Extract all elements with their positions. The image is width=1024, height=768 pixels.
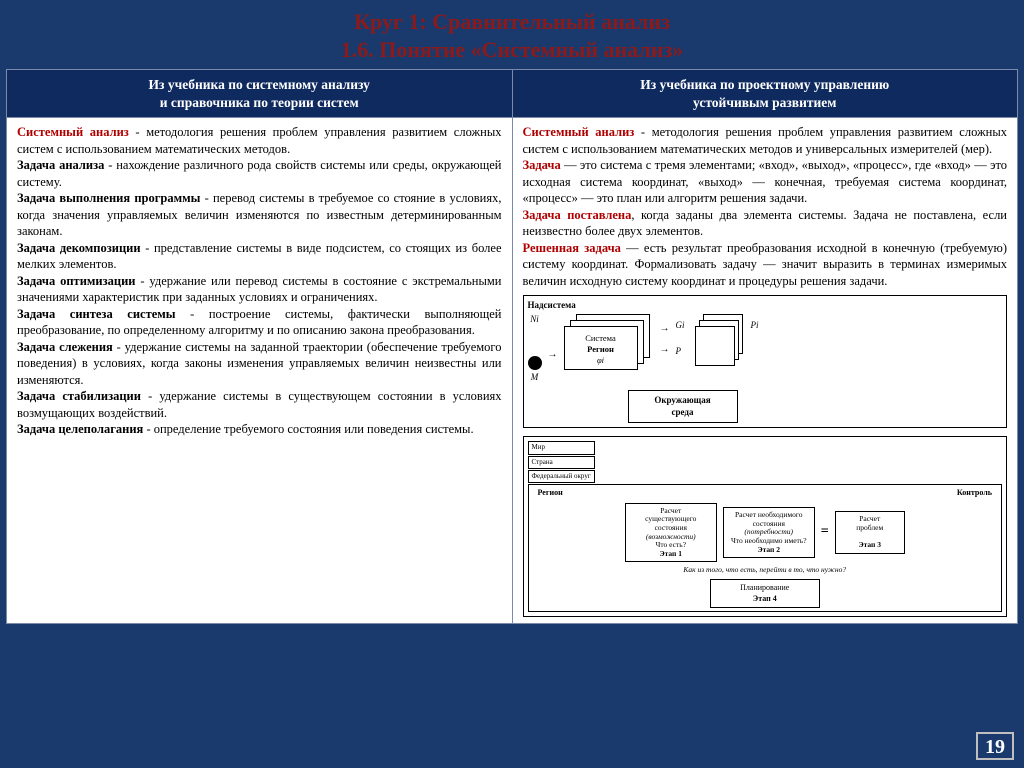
black-dot-icon [528, 356, 542, 370]
cell-left: Системный анализ - методология решения п… [7, 118, 513, 624]
title-line-1: Круг 1: Сравнительный анализ [0, 8, 1024, 36]
right-term-3: Задача поставлена [523, 208, 632, 222]
stage-1-box: Расчет существующего состояния (возможно… [625, 503, 717, 563]
diagram-stages: Мир Страна Федеральный округ Регион Конт… [523, 436, 1008, 617]
left-term-5: Задача оптимизации [17, 274, 136, 288]
right-term-1: Системный анализ [523, 125, 635, 139]
stage-4-box: Планирование Этап 4 [710, 579, 820, 608]
header-right-line1: Из учебника по проектному управлению [640, 77, 889, 92]
layer-okrug: Федеральный округ [528, 470, 595, 483]
left-term-2: Задача анализа [17, 158, 104, 172]
cell-right: Системный анализ - методология решения п… [512, 118, 1018, 624]
slide-title: Круг 1: Сравнительный анализ 1.6. Поняти… [0, 0, 1024, 69]
stage-3-box: Расчет проблем Этап 3 [835, 511, 905, 554]
arrow-icon: → [660, 343, 670, 356]
header-right: Из учебника по проектному управлению уст… [512, 70, 1018, 118]
kontrol-label: Контроль [957, 488, 992, 499]
diagram-supersystem: Надсистема Ni M → Система Регион [523, 295, 1008, 428]
header-right-line2: устойчивым развитием [693, 95, 836, 110]
env-l1: Окружающая [654, 395, 710, 405]
title-line-2: 1.6. Понятие «Системный анализ» [0, 36, 1024, 64]
layer-mir: Мир [528, 441, 595, 454]
ni-label: Ni [530, 314, 539, 326]
layer-stack: Мир Страна Федеральный округ [528, 441, 1003, 484]
header-left-line1: Из учебника по системному анализу [149, 77, 370, 92]
pi-label: Pi [751, 320, 759, 332]
p-label: P [676, 346, 685, 358]
arrow-right-icon: → [548, 348, 558, 361]
sys-l2: Регион [587, 344, 614, 354]
equals-icon: = [821, 523, 829, 541]
header-left: Из учебника по системному анализу и спра… [7, 70, 513, 118]
right-term-2: Задача [523, 158, 561, 172]
left-term-8: Задача стабилизации [17, 389, 141, 403]
left-text-9: - определение требуемого состояния или п… [143, 422, 473, 436]
gi-label: Gi [676, 320, 685, 332]
left-term-4: Задача декомпозиции [17, 241, 141, 255]
left-term-9: Задача целеполагания [17, 422, 143, 436]
arrow-icon: → [660, 322, 670, 335]
page-number: 19 [976, 732, 1014, 760]
right-term-4: Решенная задача [523, 241, 621, 255]
environment-box: Окружающая среда [628, 390, 738, 424]
header-left-line2: и справочника по теории систем [160, 95, 359, 110]
layer-strana: Страна [528, 456, 595, 469]
m-label: M [531, 372, 539, 384]
left-term-3: Задача выполнения программы [17, 191, 200, 205]
phi-label: φi [597, 355, 604, 365]
left-term-6: Задача синтеза системы [17, 307, 176, 321]
italic-question: Как из того, что есть, перейти в то, что… [532, 565, 999, 575]
right-stack [695, 314, 745, 372]
env-l2: среда [672, 407, 694, 417]
nad-label: Надсистема [528, 300, 1003, 312]
comparison-table: Из учебника по системному анализу и спра… [6, 69, 1018, 624]
right-text-2: — это система с тремя элементами; «вход»… [523, 158, 1008, 205]
stage-2-box: Расчет необходимого состояния (потребнос… [723, 507, 815, 558]
region-label: Регион [538, 488, 563, 499]
system-stack: Система Регион φi [564, 314, 654, 372]
sys-l1: Система [585, 333, 616, 343]
left-term-1: Системный анализ [17, 125, 129, 139]
left-term-7: Задача слежения [17, 340, 113, 354]
